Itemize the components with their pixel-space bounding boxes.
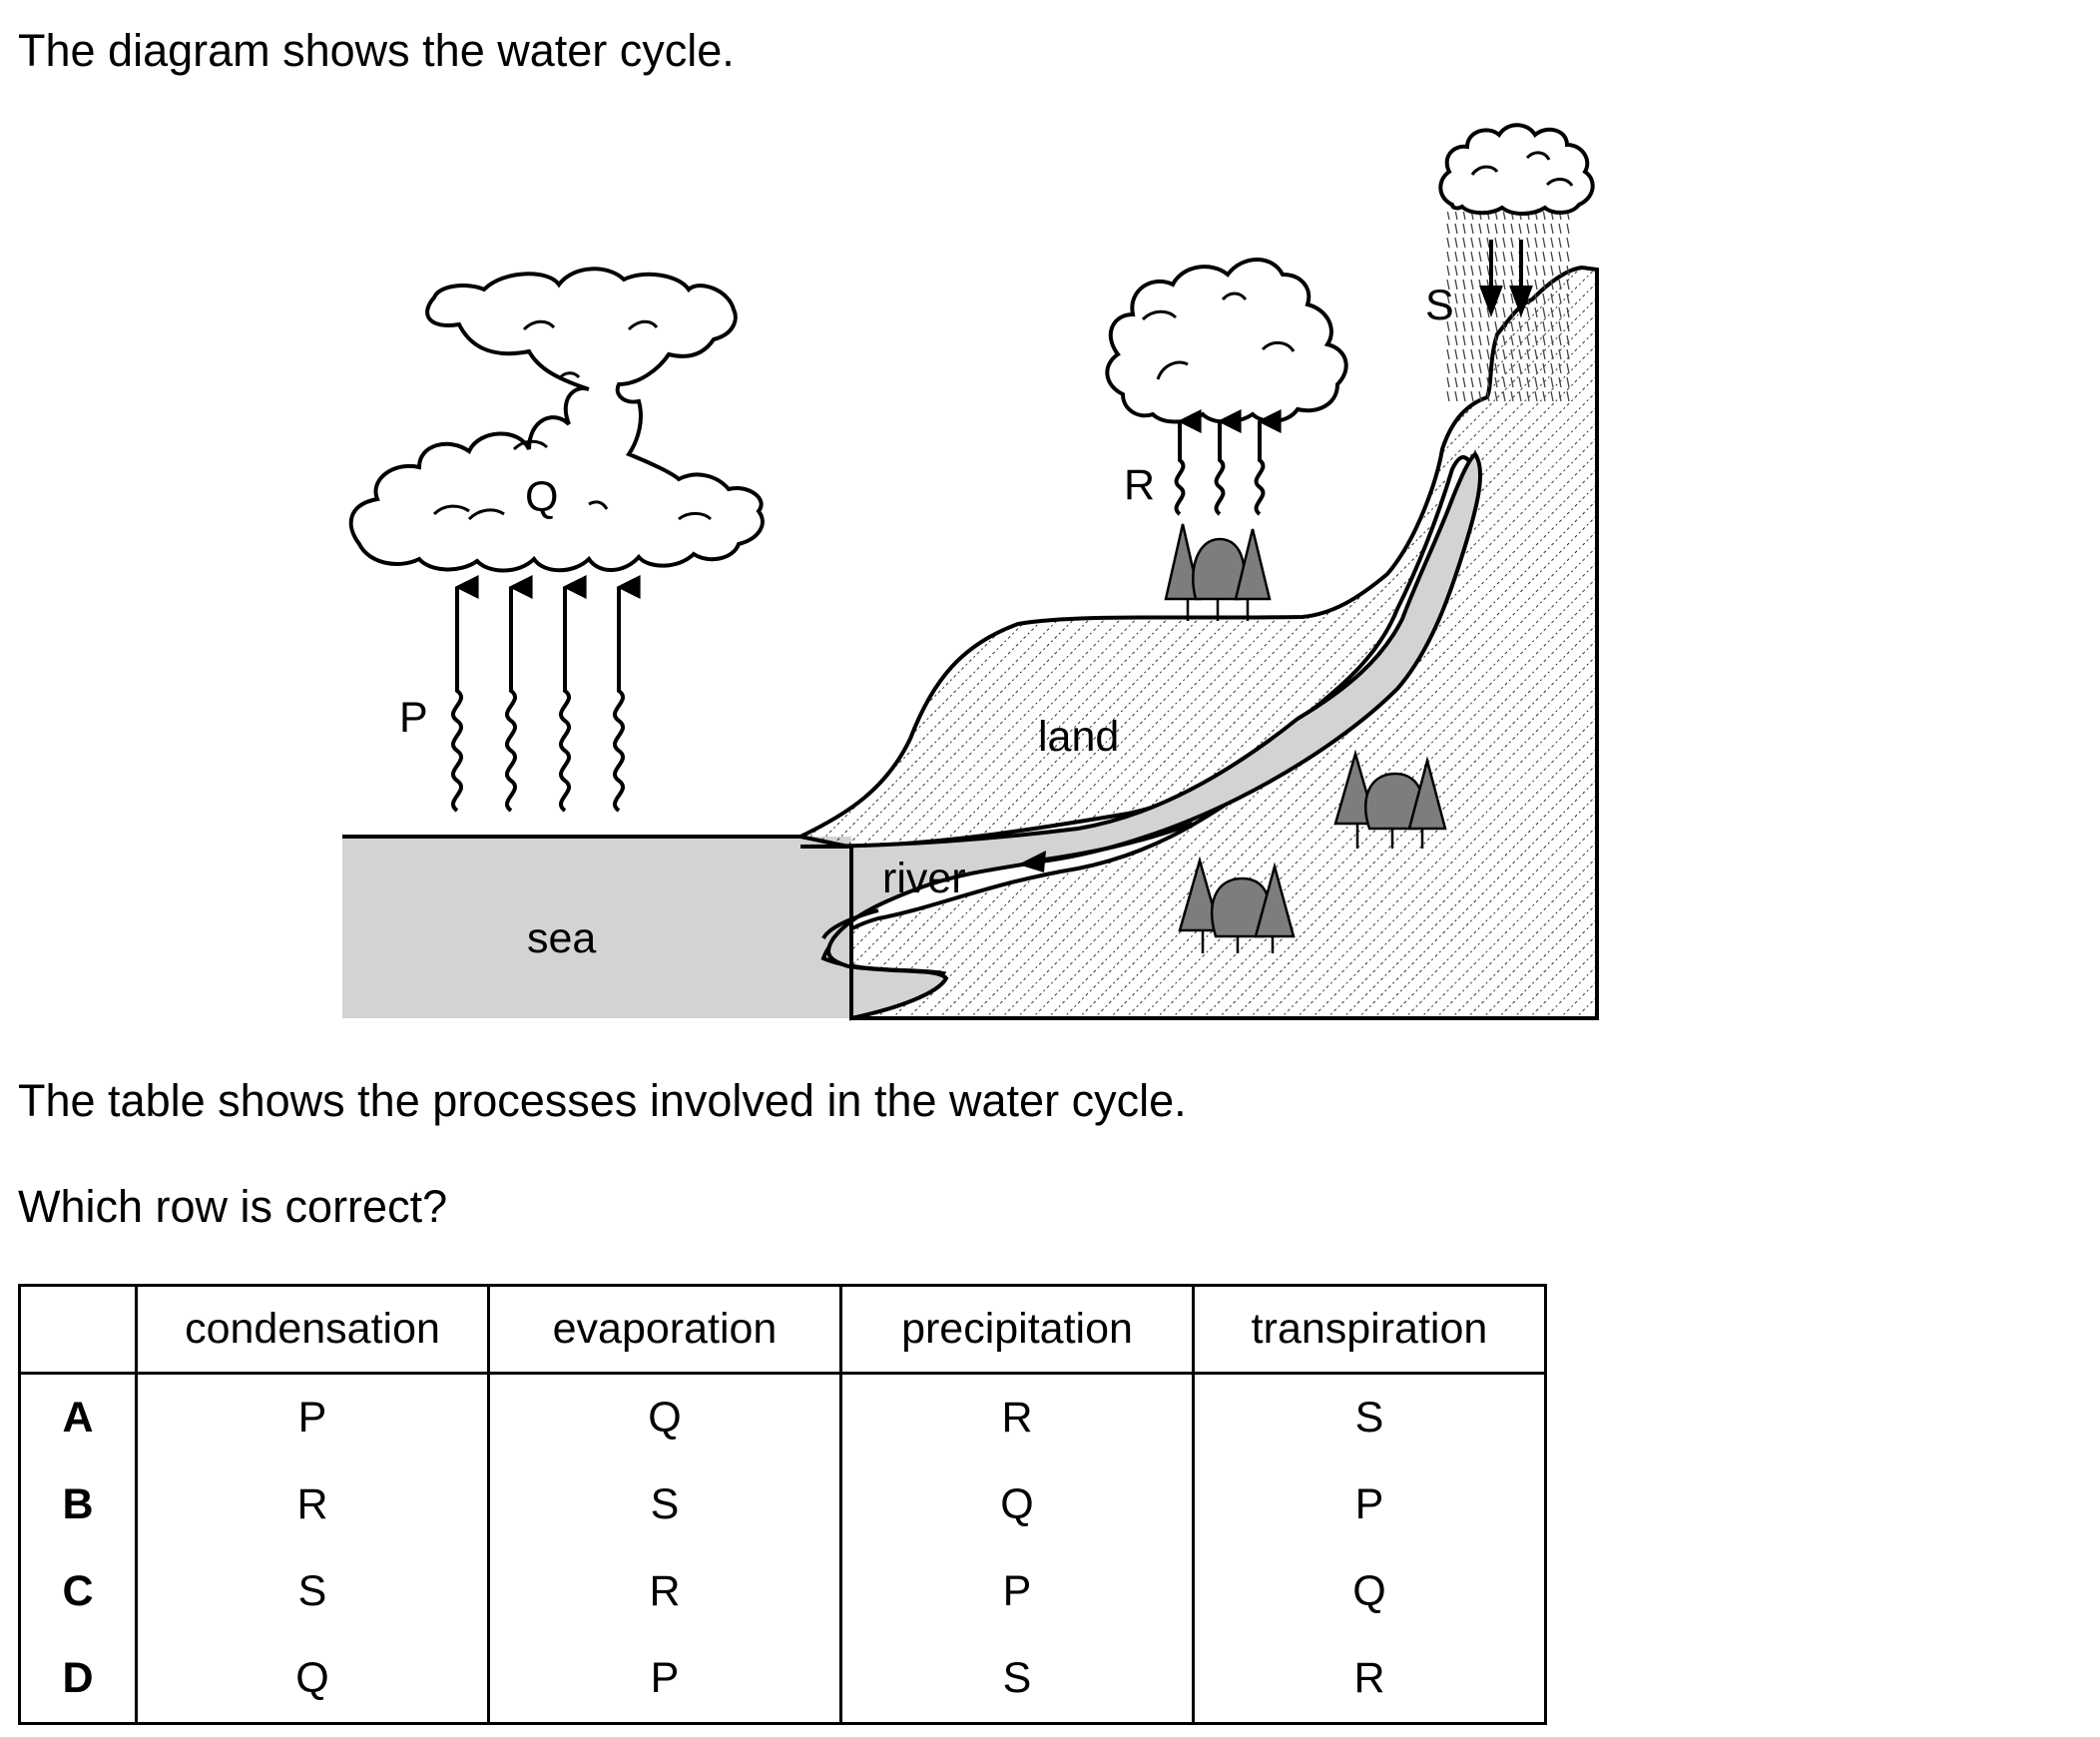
intro-text: The diagram shows the water cycle. [18,25,735,76]
table-row: C S R P Q [18,1548,1547,1635]
row-key: A [18,1373,138,1461]
river-edge [821,908,879,940]
row-key: B [18,1461,138,1548]
river-channel [799,451,1482,1021]
header-blank [18,1284,138,1375]
table-row: B R S Q P [18,1461,1547,1548]
label-r: R [1124,461,1155,509]
table-cell: S [487,1461,842,1548]
label-s: S [1425,282,1454,329]
table-row: A P Q R S [18,1373,1547,1461]
trees-top [1164,523,1272,621]
header-precipitation: precipitation [839,1284,1195,1375]
table-cell: S [839,1635,1195,1725]
table-cell: S [135,1548,490,1635]
p-arrows [451,575,641,813]
table-cell: P [135,1373,490,1461]
table-cell: Q [135,1635,490,1725]
question-prompt: Which row is correct? [18,1181,448,1232]
label-land: land [1038,713,1119,761]
s-arrows [1479,240,1533,317]
row-key: D [18,1635,138,1725]
sea-area [342,837,851,1018]
answer-table: condensation evaporation precipitation t… [18,1284,1547,1725]
table-header-row: condensation evaporation precipitation t… [18,1284,1547,1375]
table-cell: P [839,1548,1195,1635]
cloud-s [1438,123,1595,216]
trees-slope-right [1333,749,1447,849]
header-transpiration: transpiration [1192,1284,1547,1375]
table-cell: S [1192,1373,1547,1461]
table-cell: Q [1192,1548,1547,1635]
trees-slope-lower [1178,856,1296,953]
river-flow-arrow [1037,822,1194,863]
table-intro-text: The table shows the processes involved i… [18,1075,1187,1126]
rain-streaks [1445,212,1571,401]
r-arrows [1174,409,1282,516]
table-cell: R [135,1461,490,1548]
table-cell: R [839,1373,1195,1461]
table-cell: Q [839,1461,1195,1548]
header-evaporation: evaporation [487,1284,842,1375]
label-q: Q [525,473,558,521]
header-condensation: condensation [135,1284,490,1375]
table-cell: R [487,1548,842,1635]
row-key: C [18,1548,138,1635]
label-river: river [882,855,966,902]
table-cell: P [1192,1461,1547,1548]
table-cell: R [1192,1635,1547,1725]
label-sea: sea [527,914,596,962]
table-row: D Q P S R [18,1635,1547,1725]
label-p: P [399,694,428,742]
cloud-q [348,267,765,573]
cloud-r [1105,258,1348,424]
table-cell: Q [487,1373,842,1461]
river-flow-arrowhead [1018,851,1046,872]
table-cell: P [487,1635,842,1725]
